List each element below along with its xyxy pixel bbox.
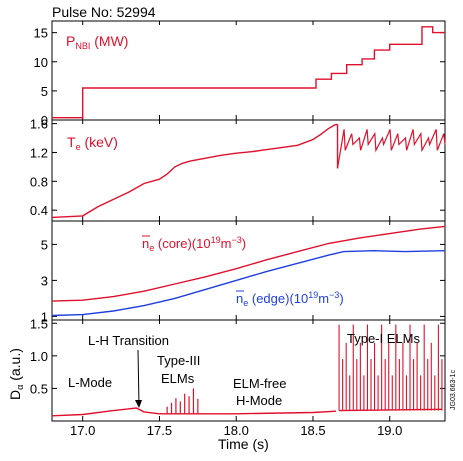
type-iii-label-1: Type-III: [157, 353, 200, 368]
y-tick-label: 1.2: [30, 145, 48, 160]
series-line-main: [51, 407, 337, 417]
x-tick-label: 18.5: [300, 423, 325, 438]
dalpha-panel: 0.5 1.0 1.5: [30, 316, 446, 422]
ne-edge-label: ne (edge)(1019m−3): [236, 290, 344, 308]
dalpha-label: Dα (a.u.): [7, 348, 25, 400]
y-tick-label: 0.8: [30, 174, 48, 189]
ne-core-label: ne (core)(1019m−3): [142, 235, 246, 253]
type-i-baseline: [339, 408, 442, 412]
y-tick-label: 1.0: [30, 349, 48, 364]
x-tick-label: 17.0: [70, 423, 95, 438]
y-tick-label: 10: [34, 55, 48, 70]
series-line-main: [52, 26, 445, 119]
panel-frame: [51, 319, 446, 422]
te-label: Te (keV): [67, 134, 118, 152]
y-tick-label: 1.6: [30, 117, 48, 132]
y-tick-label: 15: [34, 26, 48, 41]
y-tick-label: 3: [41, 273, 48, 288]
x-tick-label: 17.5: [147, 423, 172, 438]
lmode-label: L-Mode: [68, 375, 112, 390]
te-panel: 0.4 0.8 1.2 1.6: [30, 117, 446, 222]
y-tick-label: 0.5: [30, 381, 48, 396]
x-tick-label: 19.0: [377, 423, 402, 438]
x-tick-label: 18.0: [224, 423, 249, 438]
y-tick-label: 1.5: [30, 316, 48, 331]
lh-transition-label: L-H Transition: [88, 333, 169, 348]
y-tick-label: 5: [41, 84, 48, 99]
te-elm-sawtooth: [336, 129, 446, 169]
elm-free-label-1: ELM-free: [233, 376, 286, 391]
lh-transition-arrow: [137, 349, 140, 406]
pnbi-label: PNBI (MW): [66, 33, 128, 51]
elm-free-label-2: H-Mode: [236, 393, 282, 408]
y-tick-label: 0.4: [30, 203, 48, 218]
type-iii-label-2: ELMs: [161, 371, 195, 386]
x-axis-label: Time (s): [218, 436, 269, 452]
y-tick-label: 0: [41, 113, 48, 128]
lh-transition-arrowhead: [135, 400, 142, 408]
series-line-edge: [51, 249, 446, 317]
type-i-label: Type-I ELMs: [347, 331, 420, 346]
y-tick-label: 1: [41, 309, 48, 324]
series-line-core: [51, 225, 446, 302]
watermark: JG03.663-1c: [450, 369, 457, 410]
series-line-main: [51, 123, 338, 219]
y-tick-label: 5: [41, 237, 48, 252]
pulse-label: Pulse No: 52994: [52, 4, 156, 20]
